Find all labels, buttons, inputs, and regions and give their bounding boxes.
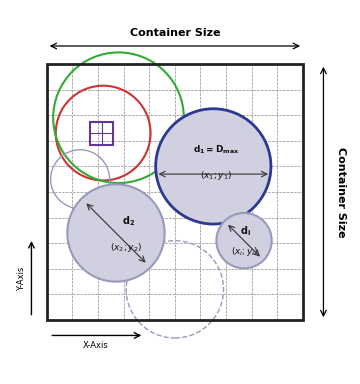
Circle shape	[156, 109, 271, 224]
Text: $\mathbf{d_2}$: $\mathbf{d_2}$	[122, 214, 135, 228]
Text: $\mathbf{d_i}$: $\mathbf{d_i}$	[240, 224, 251, 238]
Text: $(x_2; y_2)$: $(x_2; y_2)$	[110, 241, 142, 254]
Text: X-Axis: X-Axis	[82, 341, 108, 350]
Text: $(x_i; y_i)$: $(x_i; y_i)$	[231, 245, 259, 258]
Text: $\mathbf{d_1 = D_{max}}$: $\mathbf{d_1 = D_{max}}$	[193, 144, 239, 156]
Text: $(x_1; y_1)$: $(x_1; y_1)$	[200, 169, 232, 182]
Bar	[47, 64, 303, 320]
Circle shape	[67, 184, 165, 281]
Text: Y-Axis: Y-Axis	[17, 267, 26, 291]
Text: Container Size: Container Size	[336, 147, 346, 237]
Text: Container Size: Container Size	[130, 28, 220, 38]
Circle shape	[216, 213, 272, 268]
Bar	[90, 122, 113, 145]
